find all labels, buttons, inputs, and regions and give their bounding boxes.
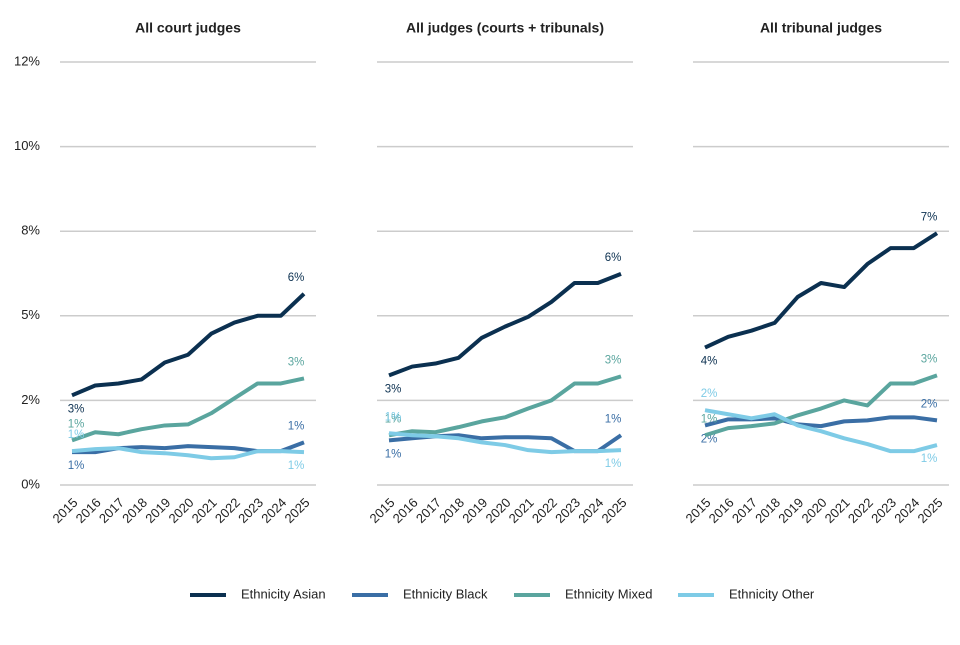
series-line: [388, 271, 622, 378]
x-tick-label: 2022: [845, 495, 876, 526]
x-tick-label: 2017: [413, 495, 444, 526]
data-label: 7%: [921, 211, 938, 223]
y-tick-label: 2%: [21, 392, 40, 407]
x-tick-label: 2024: [575, 495, 606, 526]
data-label: 3%: [385, 383, 402, 395]
series-line: [388, 374, 622, 438]
x-tick-label: 2022: [529, 495, 560, 526]
series-line: [704, 408, 938, 454]
data-label: 1%: [385, 448, 402, 460]
y-tick-label: 10%: [14, 138, 40, 153]
x-tick-label: 2015: [49, 495, 80, 526]
x-tick-label: 2019: [775, 495, 806, 526]
x-tick-label: 2017: [729, 495, 760, 526]
x-tick-label: 2016: [73, 495, 104, 526]
legend-label: Ethnicity Other: [729, 586, 815, 601]
data-label: 2%: [701, 388, 718, 400]
x-tick-label: 2016: [390, 495, 421, 526]
data-label: 1%: [68, 418, 85, 430]
x-tick-label: 2017: [96, 495, 127, 526]
x-tick-label: 2024: [258, 495, 289, 526]
series-line: [71, 292, 306, 398]
data-label: 1%: [68, 429, 85, 441]
data-label: 1%: [701, 413, 718, 425]
x-tick-label: 2016: [706, 495, 737, 526]
x-tick-label: 2018: [119, 495, 150, 526]
series-line: [704, 415, 938, 429]
x-tick-label: 2025: [598, 495, 629, 526]
x-tick-label: 2018: [752, 495, 783, 526]
data-label: 6%: [605, 252, 622, 264]
series-line: [71, 376, 305, 443]
x-tick-label: 2015: [366, 495, 397, 526]
y-tick-label: 12%: [14, 53, 40, 68]
x-tick-label: 2023: [552, 495, 583, 526]
panel-title: All court judges: [135, 20, 241, 36]
legend-label: Ethnicity Black: [403, 586, 488, 601]
x-tick-label: 2025: [914, 495, 945, 526]
data-label: 3%: [288, 356, 305, 368]
panel-title: All judges (courts + tribunals): [406, 20, 604, 36]
series-line: [71, 446, 305, 461]
x-tick-label: 2019: [142, 495, 173, 526]
x-tick-label: 2021: [189, 495, 220, 526]
x-tick-label: 2023: [235, 495, 266, 526]
data-label: 1%: [605, 413, 622, 425]
panel-title: All tribunal judges: [760, 20, 882, 36]
x-tick-label: 2022: [212, 495, 243, 526]
data-label: 3%: [605, 354, 622, 366]
x-tick-label: 2020: [482, 495, 513, 526]
data-label: 1%: [385, 413, 402, 425]
data-label: 1%: [921, 453, 938, 465]
data-label: 1%: [288, 420, 305, 432]
x-tick-label: 2025: [281, 495, 312, 526]
data-label: 3%: [68, 403, 85, 415]
x-tick-label: 2020: [798, 495, 829, 526]
y-tick-label: 8%: [21, 223, 40, 238]
data-label: 1%: [605, 458, 622, 470]
data-label: 1%: [68, 460, 85, 472]
data-label: 1%: [288, 460, 305, 472]
data-label: 6%: [288, 272, 305, 284]
x-tick-label: 2021: [822, 495, 853, 526]
series-line: [704, 373, 938, 438]
y-tick-label: 0%: [21, 476, 40, 491]
legend-label: Ethnicity Mixed: [565, 586, 652, 601]
x-tick-label: 2024: [891, 495, 922, 526]
x-tick-label: 2015: [682, 495, 713, 526]
x-tick-label: 2023: [868, 495, 899, 526]
y-tick-label: 5%: [21, 307, 40, 322]
series-line: [388, 431, 622, 455]
x-tick-label: 2021: [506, 495, 537, 526]
data-label: 2%: [921, 398, 938, 410]
data-label: 4%: [701, 356, 718, 368]
data-label: 1%: [385, 411, 402, 423]
data-label: 3%: [921, 353, 938, 365]
data-label: 2%: [701, 433, 718, 445]
x-tick-label: 2018: [436, 495, 467, 526]
x-tick-label: 2020: [165, 495, 196, 526]
legend-label: Ethnicity Asian: [241, 586, 326, 601]
series-line: [704, 231, 939, 350]
x-tick-label: 2019: [459, 495, 490, 526]
